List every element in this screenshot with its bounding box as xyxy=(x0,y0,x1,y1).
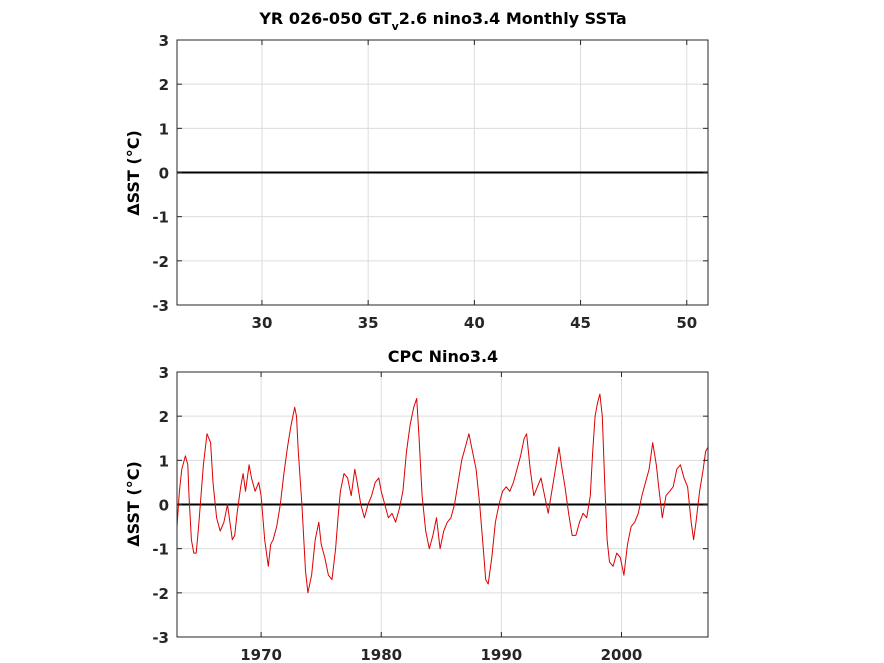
top-plot-y-tick-label: 1 xyxy=(159,120,169,138)
top-plot-y-tick-label: -1 xyxy=(152,209,169,227)
bottom-plot-title: CPC Nino3.4 xyxy=(388,347,498,366)
top-plot-title: YR 026-050 GTv2.6 nino3.4 Monthly SSTa xyxy=(258,9,626,33)
bottom-plot-ticks: 1970 1980 1990 2000 -3 -2 -1 0 1 2 3 xyxy=(152,364,708,663)
bottom-plot-y-tick-label: 3 xyxy=(159,364,169,382)
top-plot-y-tick-label: -3 xyxy=(152,297,169,315)
bottom-plot-series xyxy=(176,393,709,594)
bottom-plot-y-tick-label: 1 xyxy=(159,452,169,470)
top-plot-ticks: 30 35 40 45 50 -3 -2 -1 0 1 2 3 xyxy=(152,32,708,332)
top-plot-y-axis-label: ΔSST (°C) xyxy=(124,130,143,216)
top-plot-x-tick-label: 30 xyxy=(252,314,273,332)
top-plot-y-tick-label: -2 xyxy=(152,253,169,271)
top-plot-x-tick-label: 45 xyxy=(570,314,591,332)
top-plot-y-tick-label: 3 xyxy=(159,32,169,50)
bottom-plot-x-tick-label: 2000 xyxy=(601,646,643,663)
bottom-plot-y-tick-label: 0 xyxy=(159,497,169,515)
bottom-plot-series-line xyxy=(176,393,709,594)
bottom-plot-y-tick-label: -2 xyxy=(152,585,169,603)
top-plot-x-tick-label: 50 xyxy=(676,314,697,332)
bottom-plot-y-tick-label: 2 xyxy=(159,408,169,426)
bottom-plot-y-tick-label: -3 xyxy=(152,629,169,647)
bottom-plot-panel: CPC Nino3.4 1970 1980 1990 2000 -3 -2 -1 0 1 2 3 Δ… xyxy=(124,347,709,663)
bottom-plot-x-tick-label: 1980 xyxy=(360,646,402,663)
bottom-plot-x-tick-label: 1990 xyxy=(480,646,522,663)
top-plot-y-tick-label: 0 xyxy=(159,165,169,183)
top-plot-x-tick-label: 35 xyxy=(358,314,379,332)
top-plot-y-tick-label: 2 xyxy=(159,76,169,94)
top-plot-panel: YR 026-050 GTv2.6 nino3.4 Monthly SSTa 3… xyxy=(124,9,709,332)
bottom-plot-x-tick-label: 1970 xyxy=(240,646,282,663)
top-plot-x-tick-label: 40 xyxy=(464,314,485,332)
bottom-plot-y-tick-label: -1 xyxy=(152,541,169,559)
bottom-plot-y-axis-label: ΔSST (°C) xyxy=(124,461,143,547)
